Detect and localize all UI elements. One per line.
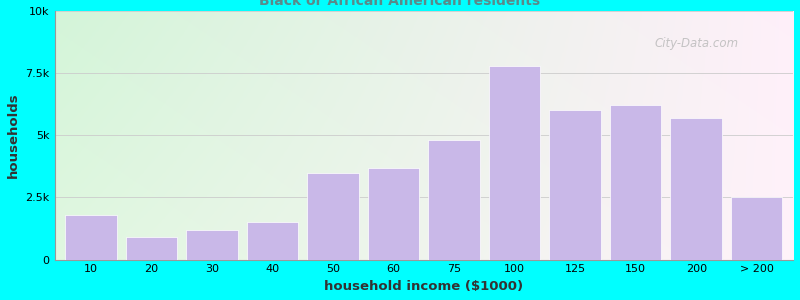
X-axis label: household income ($1000): household income ($1000): [324, 280, 523, 293]
Bar: [731, 197, 782, 260]
Y-axis label: households: households: [7, 92, 20, 178]
Bar: [368, 168, 419, 260]
Bar: [66, 215, 117, 260]
Text: Black or African American residents: Black or African American residents: [259, 0, 541, 8]
Bar: [550, 110, 601, 260]
Text: City-Data.com: City-Data.com: [655, 37, 739, 50]
Bar: [307, 172, 358, 260]
Bar: [428, 140, 480, 260]
Bar: [246, 222, 298, 260]
Bar: [126, 237, 177, 260]
Bar: [670, 118, 722, 260]
Bar: [610, 105, 662, 260]
Bar: [186, 230, 238, 260]
Bar: [489, 66, 540, 260]
